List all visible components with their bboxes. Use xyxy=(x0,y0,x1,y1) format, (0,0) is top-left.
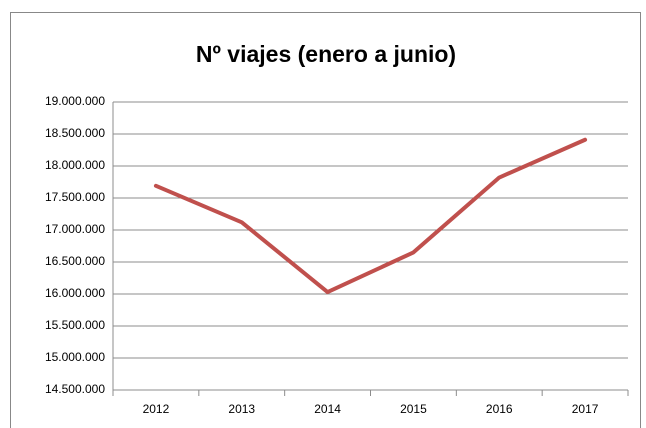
chart-title: Nº viajes (enero a junio) xyxy=(196,41,456,67)
y-tick-label: 16.000.000 xyxy=(45,286,105,300)
y-tick-label: 17.500.000 xyxy=(45,190,105,204)
chart-frame xyxy=(10,12,641,428)
y-tick-label: 15.000.000 xyxy=(45,350,105,364)
x-tick-label: 2015 xyxy=(400,402,427,416)
y-tick-label: 17.000.000 xyxy=(45,222,105,236)
y-tick-label: 19.000.000 xyxy=(45,94,105,108)
x-tick-label: 2013 xyxy=(228,402,255,416)
x-tick-label: 2014 xyxy=(314,402,341,416)
y-tick-label: 16.500.000 xyxy=(45,254,105,268)
series-line xyxy=(153,137,588,295)
x-tick-label: 2017 xyxy=(572,402,599,416)
y-tick-label: 14.500.000 xyxy=(45,382,105,396)
y-tick-label: 18.500.000 xyxy=(45,126,105,140)
x-tick-label: 2012 xyxy=(143,402,170,416)
y-tick-label: 18.000.000 xyxy=(45,158,105,172)
x-tick-label: 2016 xyxy=(486,402,513,416)
y-tick-label: 15.500.000 xyxy=(45,318,105,332)
